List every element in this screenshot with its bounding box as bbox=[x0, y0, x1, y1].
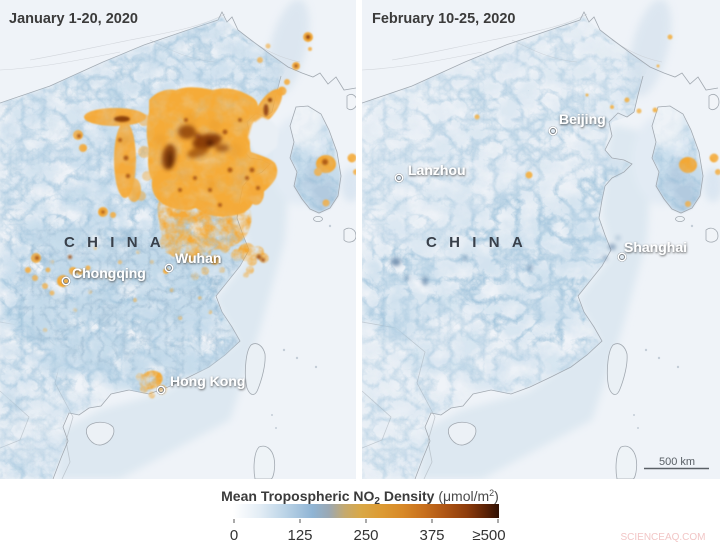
svg-text:SCIENCEAQ.COM: SCIENCEAQ.COM bbox=[620, 532, 705, 543]
svg-text:Beijing: Beijing bbox=[559, 111, 606, 127]
svg-text:≥500: ≥500 bbox=[472, 527, 505, 544]
svg-text:Lanzhou: Lanzhou bbox=[408, 162, 466, 178]
svg-text:CHINA: CHINA bbox=[426, 234, 535, 251]
svg-text:Wuhan: Wuhan bbox=[175, 250, 221, 266]
svg-text:375: 375 bbox=[419, 527, 444, 544]
svg-text:Chongqing: Chongqing bbox=[72, 265, 146, 281]
svg-text:Shanghai: Shanghai bbox=[624, 239, 687, 255]
svg-text:February 10-25, 2020: February 10-25, 2020 bbox=[372, 11, 515, 27]
svg-text:250: 250 bbox=[353, 527, 378, 544]
svg-text:500 km: 500 km bbox=[659, 456, 695, 468]
svg-text:0: 0 bbox=[230, 527, 238, 544]
svg-text:125: 125 bbox=[287, 527, 312, 544]
svg-text:CHINA: CHINA bbox=[64, 234, 173, 251]
svg-text:Mean Tropospheric NO2 Density: Mean Tropospheric NO2 Density (μmol/m2) bbox=[221, 488, 499, 507]
svg-text:Hong Kong: Hong Kong bbox=[170, 373, 245, 389]
svg-text:January 1-20, 2020: January 1-20, 2020 bbox=[9, 11, 138, 27]
